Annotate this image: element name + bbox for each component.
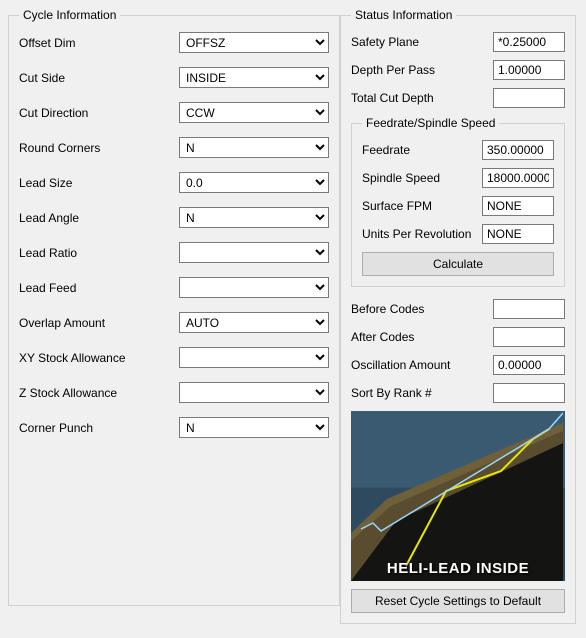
reset-cycle-settings-button[interactable]: Reset Cycle Settings to Default [351, 589, 565, 613]
after-codes-label: After Codes [351, 330, 471, 344]
safety-plane-label: Safety Plane [351, 35, 471, 49]
xy-stock-select[interactable] [179, 347, 329, 368]
round-corners-label: Round Corners [19, 141, 179, 155]
units-per-rev-label: Units Per Revolution [362, 227, 482, 241]
xy-stock-label: XY Stock Allowance [19, 351, 179, 365]
cycle-information-group: Cycle Information Offset Dim OFFSZ Cut S… [8, 8, 340, 606]
depth-per-pass-input[interactable] [493, 60, 565, 80]
lead-angle-select[interactable]: N [179, 207, 329, 228]
after-codes-input[interactable] [493, 327, 565, 347]
cut-direction-select[interactable]: CCW [179, 102, 329, 123]
oscillation-amount-input[interactable] [493, 355, 565, 375]
surface-fpm-label: Surface FPM [362, 199, 482, 213]
corner-punch-label: Corner Punch [19, 421, 179, 435]
cycle-preview-graphic: HELI-LEAD INSIDE [351, 411, 565, 581]
offset-dim-label: Offset Dim [19, 36, 179, 50]
cycle-information-legend: Cycle Information [19, 8, 120, 22]
lead-feed-select[interactable] [179, 277, 329, 298]
feedrate-spindle-legend: Feedrate/Spindle Speed [362, 116, 499, 130]
cut-side-label: Cut Side [19, 71, 179, 85]
offset-dim-select[interactable]: OFFSZ [179, 32, 329, 53]
sort-by-rank-label: Sort By Rank # [351, 386, 471, 400]
status-information-group: Status Information Safety Plane Depth Pe… [340, 8, 576, 624]
lead-size-select[interactable]: 0.0 [179, 172, 329, 193]
z-stock-label: Z Stock Allowance [19, 386, 179, 400]
z-stock-select[interactable] [179, 382, 329, 403]
surface-fpm-input[interactable] [482, 196, 554, 216]
preview-caption: HELI-LEAD INSIDE [351, 560, 565, 577]
spindle-speed-label: Spindle Speed [362, 171, 482, 185]
spindle-speed-input[interactable] [482, 168, 554, 188]
overlap-amount-select[interactable]: AUTO [179, 312, 329, 333]
feedrate-spindle-group: Feedrate/Spindle Speed Feedrate Spindle … [351, 116, 565, 287]
total-cut-depth-input[interactable] [493, 88, 565, 108]
cut-side-select[interactable]: INSIDE [179, 67, 329, 88]
corner-punch-select[interactable]: N [179, 417, 329, 438]
lead-angle-label: Lead Angle [19, 211, 179, 225]
lead-feed-label: Lead Feed [19, 281, 179, 295]
feedrate-label: Feedrate [362, 143, 482, 157]
units-per-rev-input[interactable] [482, 224, 554, 244]
feedrate-input[interactable] [482, 140, 554, 160]
status-information-legend: Status Information [351, 8, 456, 22]
calculate-button[interactable]: Calculate [362, 252, 554, 276]
before-codes-label: Before Codes [351, 302, 471, 316]
lead-size-label: Lead Size [19, 176, 179, 190]
before-codes-input[interactable] [493, 299, 565, 319]
overlap-amount-label: Overlap Amount [19, 316, 179, 330]
round-corners-select[interactable]: N [179, 137, 329, 158]
cut-direction-label: Cut Direction [19, 106, 179, 120]
total-cut-depth-label: Total Cut Depth [351, 91, 471, 105]
depth-per-pass-label: Depth Per Pass [351, 63, 471, 77]
sort-by-rank-input[interactable] [493, 383, 565, 403]
lead-ratio-label: Lead Ratio [19, 246, 179, 260]
safety-plane-input[interactable] [493, 32, 565, 52]
lead-ratio-select[interactable] [179, 242, 329, 263]
oscillation-amount-label: Oscillation Amount [351, 358, 471, 372]
